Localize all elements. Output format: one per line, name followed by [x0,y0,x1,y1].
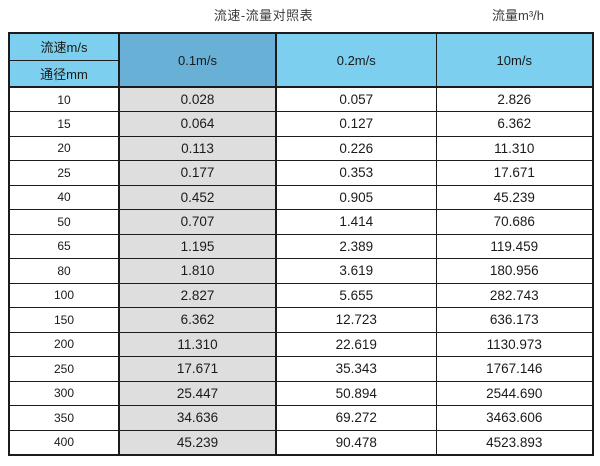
flow-value-cell: 0.452 [118,184,277,210]
diameter-cell: 100 [8,282,120,308]
diameter-cell: 15 [8,111,120,137]
header-velocity-label: 流速m/s [8,32,120,61]
diameter-cell: 350 [8,405,120,431]
flow-value-cell: 1.195 [118,233,277,259]
table-row: 300 25.447 50.894 2544.690 [8,380,594,406]
flow-value-cell: 0.905 [275,184,437,210]
flow-value-cell: 35.343 [275,356,437,382]
flow-value-cell: 2.389 [275,233,437,259]
flow-value-cell: 0.057 [275,86,437,112]
flow-value-cell: 3.619 [275,258,437,284]
diameter-cell: 50 [8,209,120,235]
flow-value-cell: 1.810 [118,258,277,284]
flow-value-cell: 11.310 [118,331,277,357]
diameter-cell: 300 [8,380,120,406]
diameter-cell: 80 [8,258,120,284]
flow-value-cell: 3463.606 [435,405,594,431]
flow-value-cell: 1.414 [275,209,437,235]
flow-value-cell: 1767.146 [435,356,594,382]
table-row: 15 0.064 0.127 6.362 [8,111,594,137]
flow-unit-label: 流量m³/h [492,8,545,23]
table-row: 200 11.310 22.619 1130.973 [8,331,594,357]
table-row: 100 2.827 5.655 282.743 [8,282,594,308]
header-diameter-label: 通径mm [8,59,120,88]
header-column-0-2ms: 0.2m/s [275,32,437,88]
flow-value-cell: 11.310 [435,135,594,161]
table-row: 350 34.636 69.272 3463.606 [8,405,594,431]
flow-value-cell: 282.743 [435,282,594,308]
diameter-cell: 65 [8,233,120,259]
flow-value-cell: 12.723 [275,307,437,333]
flow-value-cell: 69.272 [275,405,437,431]
diameter-cell: 20 [8,135,120,161]
header-column-0-1ms: 0.1m/s [118,32,277,88]
diameter-cell: 25 [8,160,120,186]
flow-value-cell: 1130.973 [435,331,594,357]
table-row: 50 0.707 1.414 70.686 [8,209,594,235]
flow-value-cell: 636.173 [435,307,594,333]
flow-value-cell: 25.447 [118,380,277,406]
table-row: 80 1.810 3.619 180.956 [8,258,594,284]
table-header: 流速m/s 0.1m/s 0.2m/s 10m/s 通径mm [8,32,594,88]
flow-value-cell: 0.177 [118,160,277,186]
diameter-cell: 250 [8,356,120,382]
table-row: 10 0.028 0.057 2.826 [8,86,594,112]
flow-value-cell: 70.686 [435,209,594,235]
flow-value-cell: 17.671 [435,160,594,186]
flow-value-cell: 6.362 [435,111,594,137]
flow-value-cell: 90.478 [275,429,437,455]
flow-value-cell: 34.636 [118,405,277,431]
flow-value-cell: 180.956 [435,258,594,284]
flow-value-cell: 22.619 [275,331,437,357]
flow-value-cell: 0.226 [275,135,437,161]
flow-value-cell: 45.239 [118,429,277,455]
table-row: 400 45.239 90.478 4523.893 [8,429,594,455]
flow-value-cell: 17.671 [118,356,277,382]
flow-value-cell: 0.113 [118,135,277,161]
flow-value-cell: 0.707 [118,209,277,235]
flow-value-cell: 2544.690 [435,380,594,406]
diameter-cell: 150 [8,307,120,333]
flow-value-cell: 0.353 [275,160,437,186]
velocity-flow-table: 流速m/s 0.1m/s 0.2m/s 10m/s 通径mm 10 0.028 0.… [8,32,594,456]
table-row: 250 17.671 35.343 1767.146 [8,356,594,382]
flow-value-cell: 6.362 [118,307,277,333]
flow-value-cell: 45.239 [435,184,594,210]
header-column-10ms: 10m/s [435,32,594,88]
page-title: 流速-流量对照表 [213,8,314,23]
flow-value-cell: 119.459 [435,233,594,259]
diameter-cell: 400 [8,429,120,455]
diameter-cell: 40 [8,184,120,210]
flow-value-cell: 5.655 [275,282,437,308]
table-row: 25 0.177 0.353 17.671 [8,160,594,186]
table-row: 20 0.113 0.226 11.310 [8,135,594,161]
table-body: 10 0.028 0.057 2.826 15 0.064 0.127 6.362 20 0.11… [8,86,594,455]
flow-value-cell: 4523.893 [435,429,594,455]
flow-value-cell: 2.827 [118,282,277,308]
table-row: 150 6.362 12.723 636.173 [8,307,594,333]
flow-value-cell: 0.064 [118,111,277,137]
table-row: 65 1.195 2.389 119.459 [8,233,594,259]
flow-value-cell: 50.894 [275,380,437,406]
flow-value-cell: 2.826 [435,86,594,112]
flow-value-cell: 0.028 [118,86,277,112]
table-row: 40 0.452 0.905 45.239 [8,184,594,210]
flow-value-cell: 0.127 [275,111,437,137]
diameter-cell: 200 [8,331,120,357]
diameter-cell: 10 [8,86,120,112]
